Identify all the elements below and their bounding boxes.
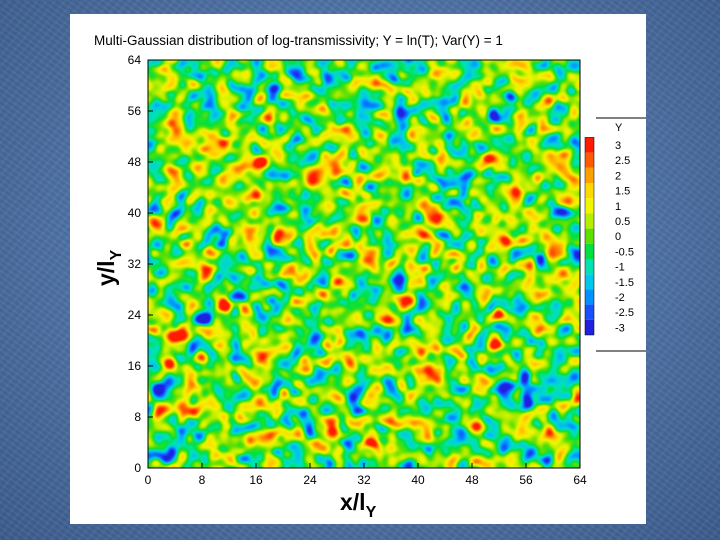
heatmap-field: [148, 60, 580, 468]
colorbar-legend: Y 3 2.5 2 1.5 1 0.5 0 -0.5 -1 -1.5 -2 -2.5 -3: [584, 117, 646, 352]
colorbar-swatch: [585, 137, 594, 153]
y-tick-label: 64: [128, 53, 142, 67]
x-tick-label: 40: [411, 473, 425, 487]
colorbar-swatch: [585, 319, 594, 335]
colorbar-level-label: -0.5: [615, 246, 634, 258]
colorbar-level-label: -3: [615, 322, 625, 334]
x-tick-label: 48: [465, 473, 479, 487]
x-tick-label: 8: [199, 473, 206, 487]
colorbar-level-label: -2.5: [615, 307, 634, 319]
colorbar-level-label: -2: [615, 292, 625, 304]
y-tick-label: 0: [134, 461, 141, 475]
y-tick-label: 40: [128, 206, 142, 220]
colorbar-swatch: [585, 304, 594, 320]
colorbar-level-label: 0.5: [615, 216, 630, 228]
colorbar-frame: [584, 137, 595, 336]
heatmap-chart: Multi-Gaussian distribution of log-trans…: [93, 33, 646, 521]
x-axis-label: x/lY: [340, 489, 377, 521]
colorbar-swatch: [585, 289, 594, 305]
colorbar-level-label: 1: [615, 201, 621, 213]
colorbar-swatch: [585, 228, 594, 244]
plot-area: [147, 59, 581, 469]
colorbar-swatch: [585, 167, 594, 183]
colorbar-level-label: 2.5: [615, 155, 630, 167]
colorbar-swatch: [585, 152, 594, 168]
y-axis: 0 8 16 24 32 40 48 56 64: [128, 53, 153, 475]
colorbar-title: Y: [615, 122, 623, 134]
colorbar-level-label: 3: [615, 140, 621, 152]
colorbar-level-label: -1: [615, 262, 625, 274]
x-tick-label: 24: [303, 473, 317, 487]
colorbar-swatch: [585, 274, 594, 290]
x-tick-label: 56: [519, 473, 533, 487]
x-tick-label: 64: [573, 473, 587, 487]
chart-title: Multi-Gaussian distribution of log-trans…: [94, 33, 503, 48]
y-axis-label: y/lY: [93, 249, 125, 286]
y-tick-label: 32: [128, 257, 142, 271]
colorbar-swatch: [585, 259, 594, 275]
colorbar-swatch: [585, 183, 594, 199]
colorbar-swatch: [585, 243, 594, 259]
y-tick-label: 24: [128, 308, 142, 322]
x-tick-label: 16: [249, 473, 263, 487]
x-tick-label: 32: [357, 473, 371, 487]
colorbar-swatch: [585, 198, 594, 214]
figure-panel: Multi-Gaussian distribution of log-trans…: [70, 14, 646, 524]
x-axis: 0 8 16 24 32 40 48 56 64: [145, 463, 587, 487]
y-tick-label: 16: [128, 359, 142, 373]
y-tick-label: 56: [128, 104, 142, 118]
colorbar-level-label: 1.5: [615, 186, 630, 198]
x-tick-label: 0: [145, 473, 152, 487]
y-tick-label: 48: [128, 155, 142, 169]
y-tick-label: 8: [134, 410, 141, 424]
colorbar-level-label: -1.5: [615, 277, 634, 289]
colorbar-swatch: [585, 213, 594, 229]
colorbar-level-label: 2: [615, 170, 621, 182]
colorbar-level-label: 0: [615, 231, 621, 243]
